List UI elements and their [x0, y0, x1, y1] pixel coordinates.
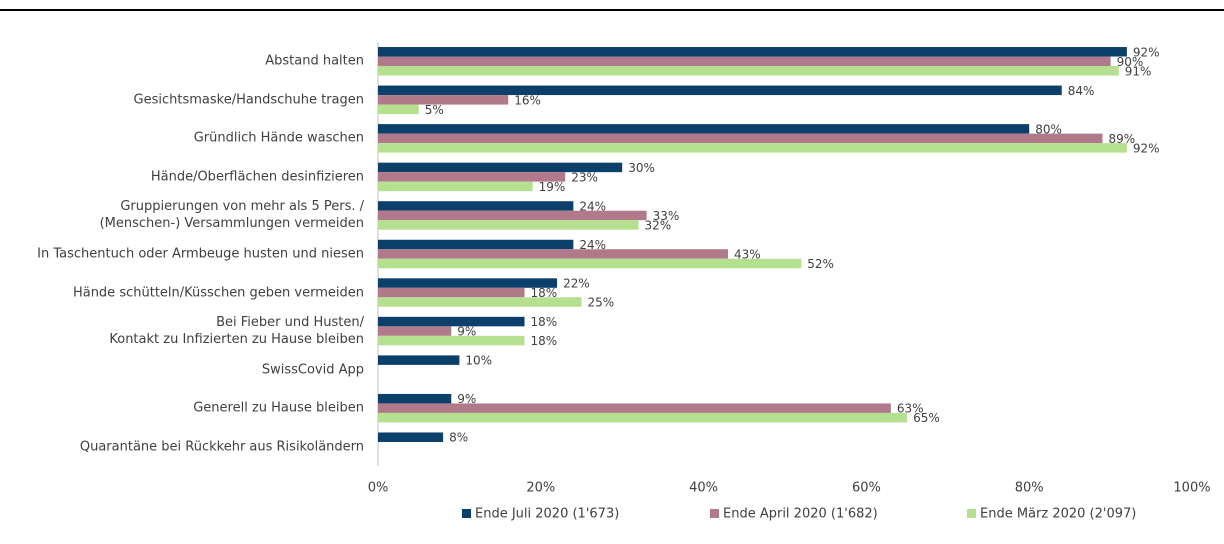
bar	[378, 56, 1111, 67]
value-label: 5%	[425, 103, 444, 117]
legend-swatch	[710, 509, 719, 518]
category-label: Quarantäne bei Rückkehr aus Risikoländer…	[79, 439, 364, 455]
value-label: 52%	[807, 257, 834, 271]
bar	[378, 258, 802, 269]
x-tick-label: 40%	[689, 481, 718, 496]
value-label: 92%	[1133, 141, 1160, 155]
bar	[378, 133, 1103, 144]
value-label: 24%	[579, 199, 606, 213]
value-label: 89%	[1108, 132, 1135, 146]
value-label: 92%	[1133, 45, 1160, 59]
value-label: 22%	[563, 277, 590, 291]
bar	[378, 355, 460, 365]
bar	[378, 181, 533, 192]
value-label: 19%	[539, 180, 566, 194]
bar	[378, 403, 891, 413]
value-label: 9%	[457, 392, 476, 406]
category-label: Generell zu Hause bleiben	[193, 400, 364, 416]
bar	[378, 249, 729, 259]
category-label: Gründlich Hände waschen	[193, 130, 364, 146]
x-tick-label: 80%	[1015, 481, 1044, 496]
value-label: 32%	[644, 218, 671, 232]
legend-swatch	[967, 509, 976, 518]
bar	[378, 412, 908, 423]
value-label: 10%	[465, 354, 492, 368]
value-label: 63%	[897, 402, 924, 416]
bar	[378, 220, 639, 230]
bar	[378, 47, 1127, 57]
value-label: 18%	[531, 315, 558, 329]
value-label: 25%	[588, 296, 615, 310]
value-label: 18%	[531, 286, 558, 300]
bar	[378, 297, 582, 307]
legend-label: Ende März 2020 (2'097)	[980, 507, 1136, 522]
value-label: 91%	[1125, 64, 1152, 78]
legend-swatch	[462, 509, 471, 518]
bar	[378, 278, 558, 288]
bar	[378, 95, 509, 105]
x-tick-label: 60%	[852, 481, 881, 496]
category-label: Abstand halten	[265, 53, 364, 69]
bar	[378, 210, 647, 221]
bar	[378, 172, 566, 182]
bar	[378, 432, 444, 442]
value-label: 84%	[1068, 84, 1095, 98]
bar	[378, 124, 1030, 134]
bar	[378, 143, 1127, 153]
bar	[378, 104, 419, 115]
category-label: Gruppierungen von mehr als 5 Pers. / (Me…	[99, 199, 364, 232]
value-label: 23%	[571, 170, 598, 184]
bar	[378, 162, 623, 173]
x-tick-label: 0%	[368, 481, 389, 496]
value-label: 8%	[449, 431, 468, 445]
bar	[378, 393, 452, 404]
value-label: 9%	[457, 325, 476, 339]
category-label: Gesichtsmaske/Handschuhe tragen	[133, 92, 364, 108]
value-label: 80%	[1035, 122, 1062, 136]
bar	[378, 316, 525, 327]
bar	[378, 239, 574, 250]
legend-label: Ende Juli 2020 (1'673)	[475, 507, 619, 522]
x-tick-label: 100%	[1173, 481, 1210, 496]
value-label: 90%	[1117, 55, 1144, 69]
bar	[378, 66, 1119, 76]
bar	[378, 201, 574, 211]
value-label: 33%	[653, 209, 680, 223]
value-label: 24%	[579, 238, 606, 252]
category-label: SwissCovid App	[261, 362, 364, 378]
legend-label: Ende April 2020 (1'682)	[723, 507, 878, 522]
category-label: Bei Fieber und Husten/ Kontakt zu Infizi…	[109, 315, 364, 348]
value-label: 18%	[531, 334, 558, 348]
category-label: Hände/Oberflächen desinfizieren	[150, 169, 364, 185]
bar	[378, 287, 525, 298]
category-label: Hände schütteln/Küsschen geben vermeiden	[72, 285, 364, 301]
value-label: 16%	[514, 93, 541, 107]
value-label: 65%	[913, 411, 940, 425]
bar	[378, 85, 1062, 96]
value-label: 43%	[734, 248, 761, 262]
category-label: In Taschentuch oder Armbeuge husten und …	[37, 246, 364, 262]
x-tick-label: 20%	[526, 481, 555, 496]
value-label: 30%	[628, 161, 655, 175]
bar	[378, 326, 452, 336]
bar	[378, 335, 525, 346]
